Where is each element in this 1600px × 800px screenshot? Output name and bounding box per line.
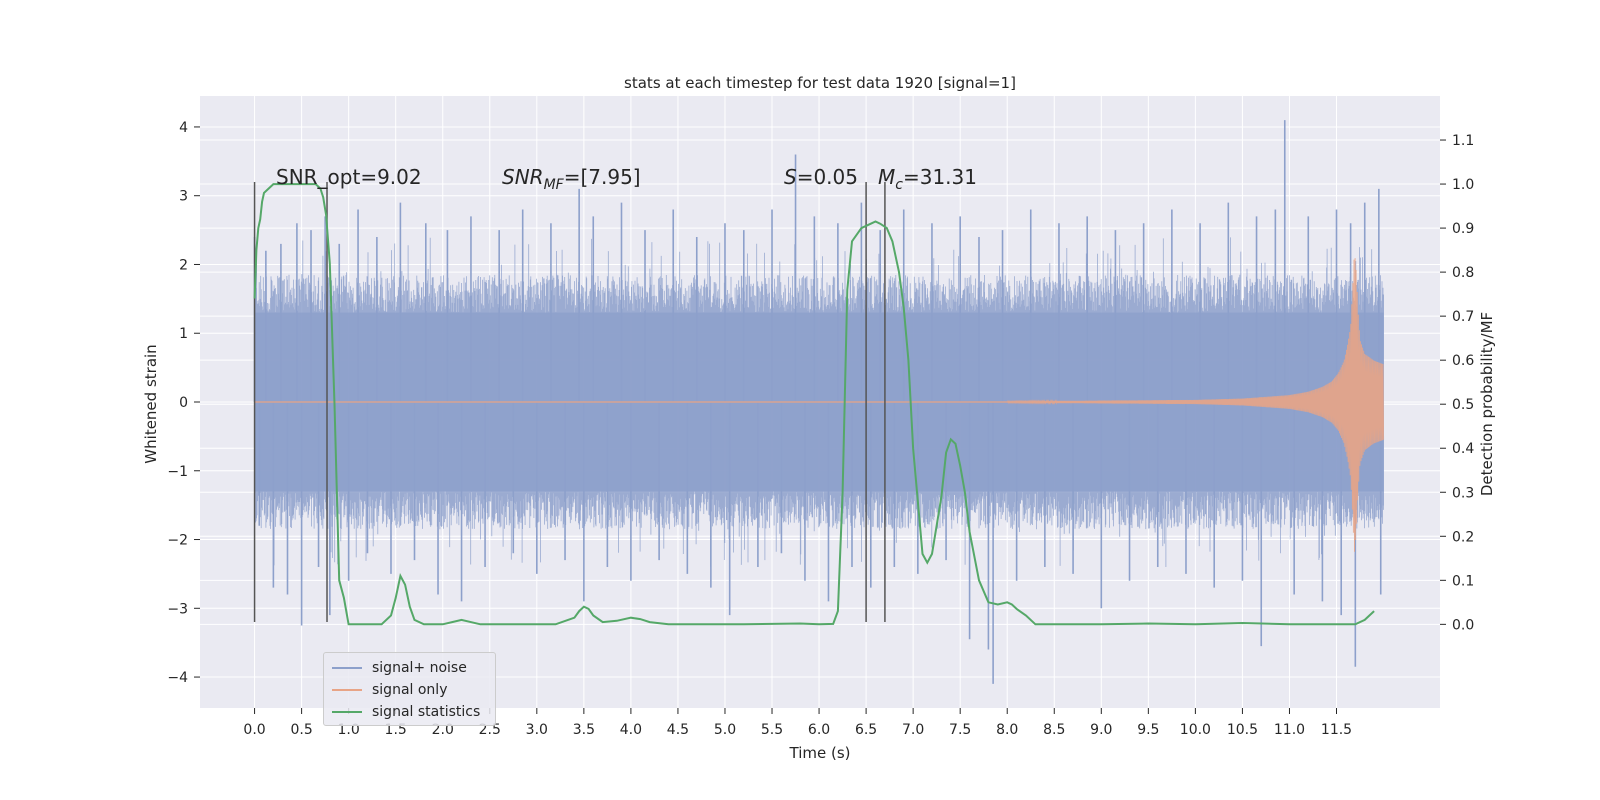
legend-item-signal-statistics: signal statistics	[332, 701, 487, 723]
x-tick-label: 10.0	[1180, 722, 1211, 738]
y-right-tick-label: 1.1	[1452, 133, 1474, 149]
x-tick-label: 0.0	[243, 722, 265, 738]
annotation-snr-mf-value: =[7.95]	[564, 165, 641, 189]
annotation-snr-mf-base: SNR	[502, 165, 544, 189]
x-tick-label: 11.5	[1321, 722, 1352, 738]
x-tick-label: 2.5	[479, 722, 501, 738]
x-tick-label: 0.5	[290, 722, 312, 738]
x-tick-label: 3.5	[573, 722, 595, 738]
x-tick-label: 11.0	[1274, 722, 1305, 738]
annotation-s-var: S	[784, 165, 797, 189]
y-tick-label: −1	[167, 464, 188, 480]
y-axis-label: Whitened strain	[142, 344, 160, 463]
x-tick-label: 6.5	[855, 722, 877, 738]
x-tick-label: 5.5	[761, 722, 783, 738]
y-right-tick-label: 0.7	[1452, 309, 1474, 325]
y-tick-label: −3	[167, 601, 188, 617]
x-axis-ticks: 0.0 0.5 1.0 1.5 2.0 2.5 3.0 3.5 4.0 4.5 5.0 5.5 6.0 6…	[243, 708, 1352, 738]
y-right-axis-ticks: 1.1 1.0 0.9 0.8 0.7 0.6 0.5 0.4 0.3 0.2 0.1 0.0	[1440, 133, 1474, 633]
annotation-mc-value: =31.31	[903, 165, 977, 189]
legend-label-signal-statistics: signal statistics	[372, 704, 481, 720]
x-tick-label: 4.5	[667, 722, 689, 738]
signal-only-series	[254, 258, 1385, 552]
y-right-tick-label: 0.9	[1452, 221, 1474, 237]
y-right-tick-label: 0.8	[1452, 265, 1474, 281]
y-tick-label: 0	[179, 395, 188, 411]
x-tick-label: 9.0	[1090, 722, 1112, 738]
y-right-tick-label: 0.0	[1452, 617, 1474, 633]
chart-title: stats at each timestep for test data 192…	[624, 74, 1016, 92]
legend-item-signal-only: signal only	[332, 679, 487, 701]
annotation-snr-mf-sub: MF	[544, 177, 565, 193]
signal-statistics-line	[253, 183, 1375, 626]
x-tick-label: 6.0	[808, 722, 830, 738]
annotation-snr-mf: SNRMF=[7.95]	[502, 165, 641, 193]
y-tick-label: 4	[179, 120, 188, 136]
annotation-mc: Mc=31.31	[878, 165, 977, 193]
y-axis-ticks: 4 3 2 1 0 −1 −2 −3 −4	[167, 120, 200, 686]
annotation-s-value: =0.05	[797, 165, 858, 189]
y-right-tick-label: 0.2	[1452, 529, 1474, 545]
y-right-tick-label: 0.4	[1452, 441, 1474, 457]
y-tick-label: −4	[167, 670, 188, 686]
x-tick-label: 9.5	[1137, 722, 1159, 738]
legend-label-signal-only: signal only	[372, 682, 448, 698]
x-tick-label: 2.0	[432, 722, 454, 738]
y-tick-label: 1	[179, 326, 188, 342]
signal-only-trace	[1006, 258, 1385, 552]
legend-swatch-signal-only	[332, 689, 362, 691]
x-tick-label: 7.5	[949, 722, 971, 738]
legend: signal+ noise signal only signal statist…	[323, 652, 496, 726]
x-tick-label: 8.0	[996, 722, 1018, 738]
x-tick-label: 4.0	[620, 722, 642, 738]
x-tick-label: 5.0	[714, 722, 736, 738]
x-tick-label: 1.5	[385, 722, 407, 738]
legend-swatch-signal-statistics	[332, 711, 362, 713]
annotation-mc-sub: c	[895, 177, 903, 193]
x-tick-label: 8.5	[1043, 722, 1065, 738]
y-right-tick-label: 1.0	[1452, 177, 1474, 193]
legend-swatch-signal-noise	[332, 667, 362, 669]
x-tick-label: 3.0	[526, 722, 548, 738]
annotation-mc-base: M	[878, 165, 895, 189]
x-axis-label: Time (s)	[789, 744, 851, 762]
y-right-axis-label: Detection probability/MF	[1478, 312, 1496, 496]
signal-statistics-series	[253, 183, 1375, 626]
x-tick-label: 1.0	[338, 722, 360, 738]
legend-label-signal-noise: signal+ noise	[372, 660, 467, 676]
legend-item-signal-noise: signal+ noise	[332, 657, 487, 679]
y-right-tick-label: 0.3	[1452, 485, 1474, 501]
x-tick-label: 7.0	[902, 722, 924, 738]
annotation-snr-opt: SNR_opt=9.02	[276, 165, 422, 189]
y-tick-label: −2	[167, 533, 188, 549]
y-right-tick-label: 0.1	[1452, 573, 1474, 589]
y-tick-label: 3	[179, 189, 188, 205]
y-tick-label: 2	[179, 257, 188, 273]
y-right-tick-label: 0.5	[1452, 397, 1474, 413]
x-tick-label: 10.5	[1227, 722, 1258, 738]
vertical-markers	[253, 181, 886, 623]
annotation-s: S=0.05	[784, 165, 858, 189]
y-right-tick-label: 0.6	[1452, 353, 1474, 369]
